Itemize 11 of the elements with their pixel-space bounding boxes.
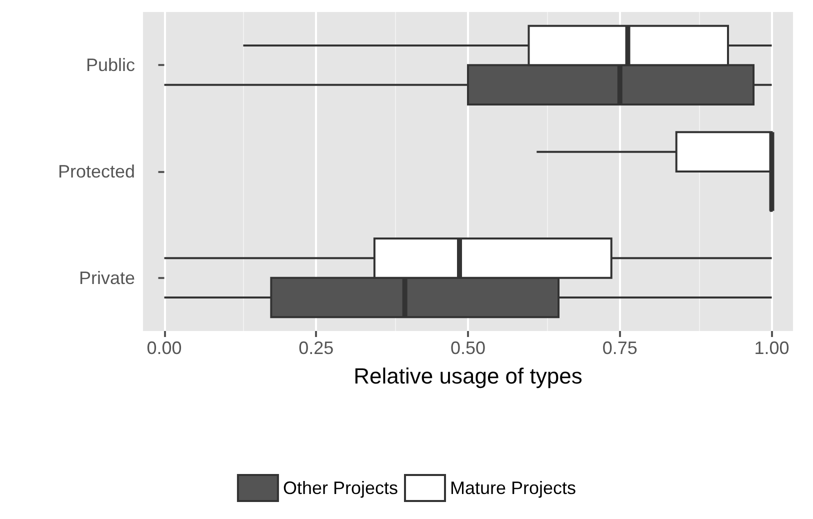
y-tick-label: Private xyxy=(78,268,135,288)
y-tick-label: Protected xyxy=(58,162,135,182)
legend-label: Other Projects xyxy=(282,478,398,498)
legend-label: Mature Projects xyxy=(450,478,576,498)
y-tick-label: Public xyxy=(86,55,135,76)
x-tick-label: 0.75 xyxy=(602,338,638,358)
x-axis-title: Relative usage of types xyxy=(354,364,582,388)
x-tick-label: 0.50 xyxy=(450,338,486,358)
x-tick-label: 1.00 xyxy=(754,338,790,358)
x-tick-label: 0.00 xyxy=(146,338,182,358)
x-tick-label: 0.25 xyxy=(298,338,334,358)
